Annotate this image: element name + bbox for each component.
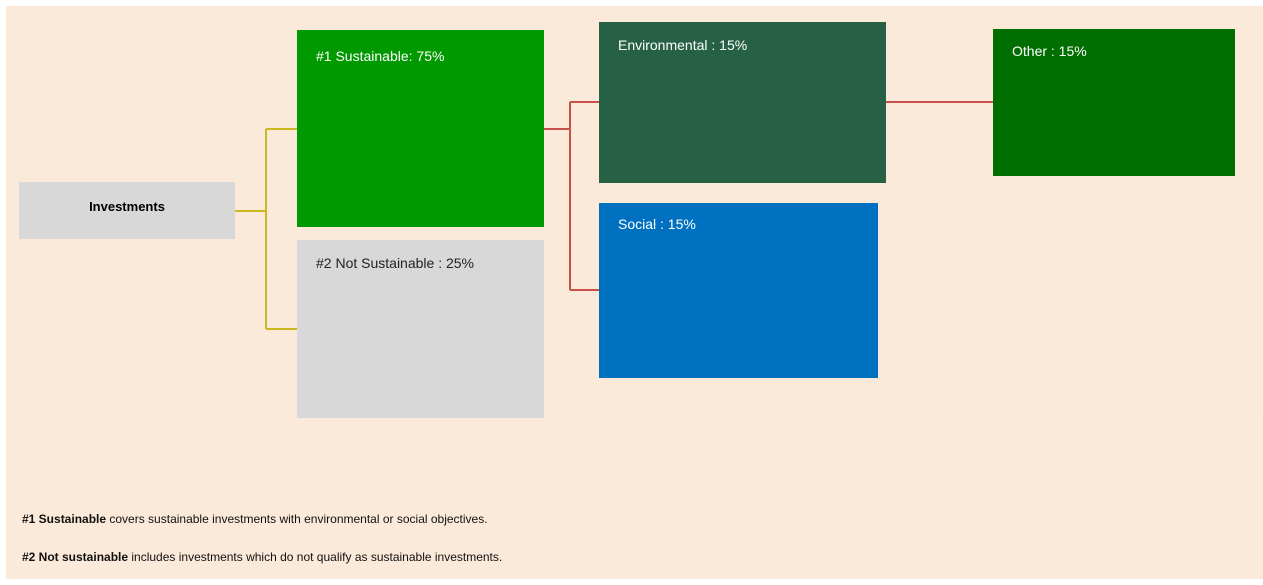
footnote-not-sustainable-text: includes investments which do not qualif… — [128, 550, 503, 564]
social-label: Social : 15% — [618, 216, 696, 232]
environmental-node: Environmental : 15% — [599, 22, 886, 183]
sustainable-label: #1 Sustainable: 75% — [316, 48, 445, 64]
investments-node: Investments — [19, 182, 235, 239]
investments-label: Investments — [89, 199, 165, 214]
environmental-label: Environmental : 15% — [618, 37, 748, 53]
not-sustainable-label: #2 Not Sustainable : 25% — [316, 255, 474, 271]
footnote-sustainable-text: covers sustainable investments with envi… — [106, 512, 488, 526]
other-node: Other : 15% — [993, 29, 1235, 176]
not-sustainable-node: #2 Not Sustainable : 25% — [297, 240, 544, 418]
footnote-not-sustainable-term: #2 Not sustainable — [22, 550, 129, 564]
social-node: Social : 15% — [599, 203, 878, 378]
investments-connector — [235, 128, 297, 330]
sustainable-connector — [544, 101, 599, 291]
footnote-sustainable-term: #1 Sustainable — [22, 512, 107, 526]
footnote-sustainable: #1 Sustainable covers sustainable invest… — [22, 512, 488, 526]
footnote-not-sustainable: #2 Not sustainable includes investments … — [22, 550, 502, 564]
sustainable-node: #1 Sustainable: 75% — [297, 30, 544, 227]
other-label: Other : 15% — [1012, 43, 1087, 59]
